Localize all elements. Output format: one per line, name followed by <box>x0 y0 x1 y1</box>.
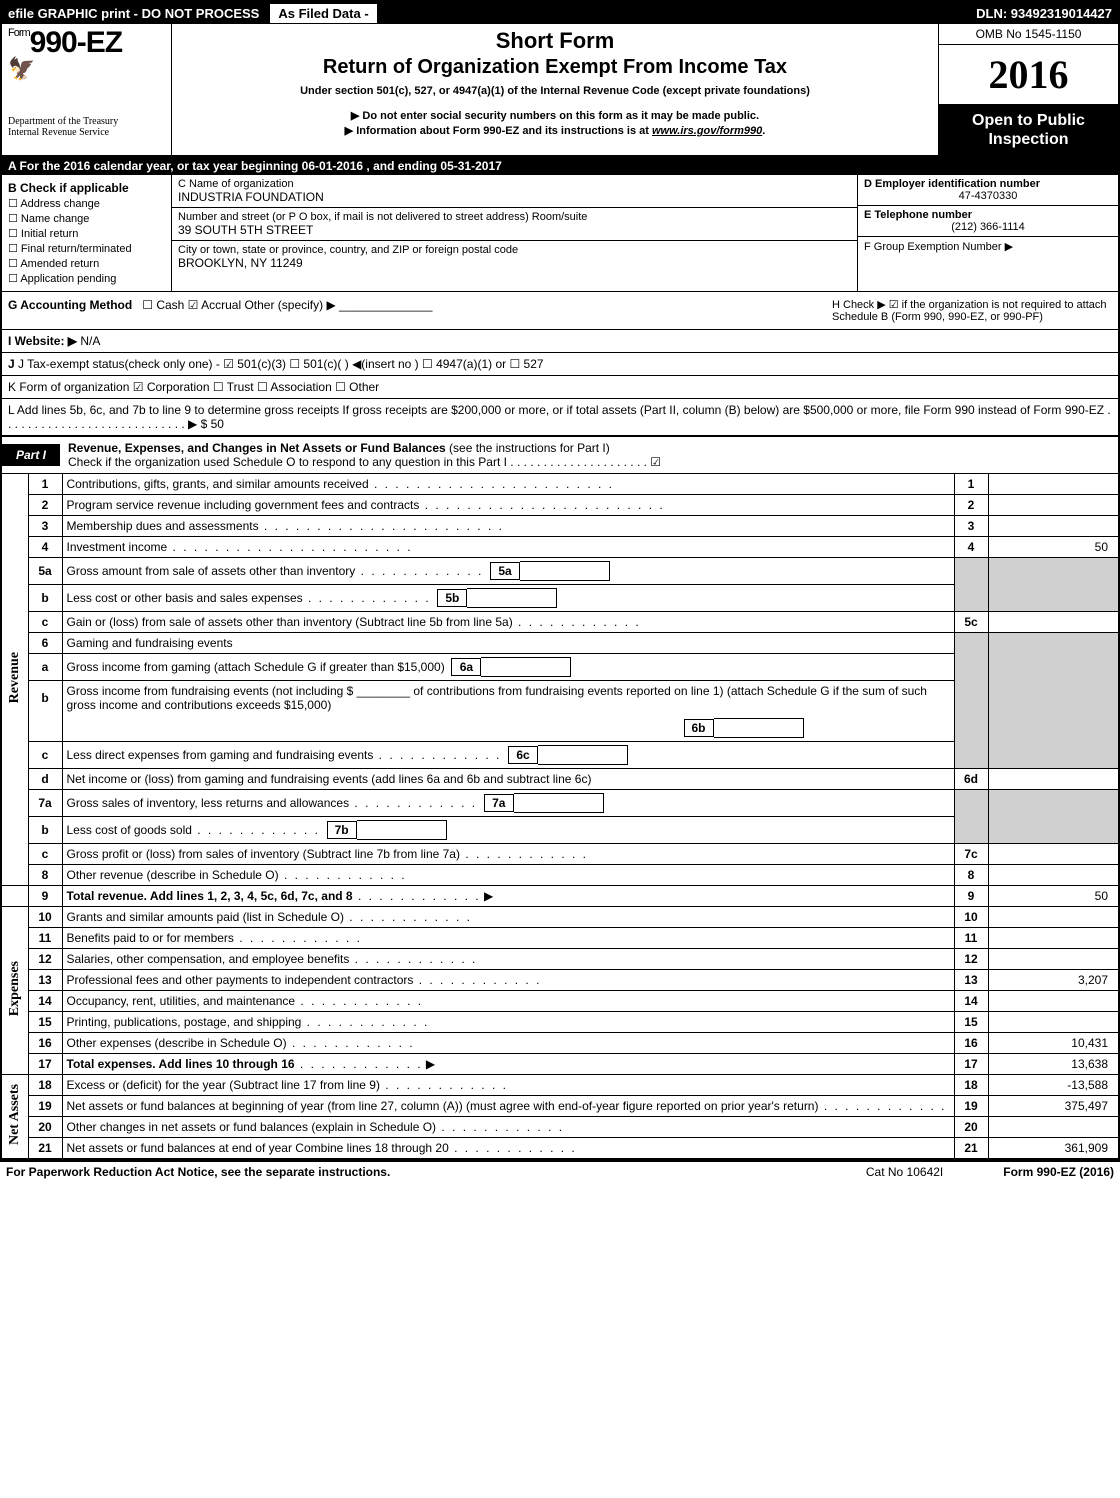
c-name: C Name of organization INDUSTRIA FOUNDAT… <box>172 175 857 208</box>
form-990ez: efile GRAPHIC print - DO NOT PROCESS As … <box>0 0 1120 1160</box>
header-right: OMB No 1545-1150 2016 Open to Public Ins… <box>938 24 1118 155</box>
col-def: D Employer identification number 47-4370… <box>858 175 1118 291</box>
warning-1: ▶ Do not enter social security numbers o… <box>180 109 930 122</box>
omb-number: OMB No 1545-1150 <box>939 24 1118 45</box>
short-form-title: Short Form <box>180 28 930 54</box>
ln1-num: 1 <box>28 474 62 495</box>
main-title: Return of Organization Exempt From Incom… <box>180 56 930 79</box>
part1-header: Part I Revenue, Expenses, and Changes in… <box>2 437 1118 474</box>
row-g-h: G Accounting Method ☐ Cash ☑ Accrual Oth… <box>2 292 1118 330</box>
row-j-tax-exempt: J J Tax-exempt status(check only one) - … <box>2 353 1118 376</box>
part1-title: Revenue, Expenses, and Changes in Net As… <box>60 437 1118 473</box>
b-header: B Check if applicable <box>8 181 165 195</box>
h-check: H Check ▶ ☑ if the organization is not r… <box>832 298 1112 323</box>
row-a-tax-year: A For the 2016 calendar year, or tax yea… <box>2 157 1118 175</box>
dept-treasury: Department of the Treasury <box>8 116 165 127</box>
footer-left: For Paperwork Reduction Act Notice, see … <box>6 1165 390 1179</box>
e-phone: E Telephone number (212) 366-1114 <box>858 206 1118 237</box>
c-street: Number and street (or P O box, if mail i… <box>172 208 857 241</box>
ln1-desc: Contributions, gifts, grants, and simila… <box>62 474 954 495</box>
chk-initial-return[interactable]: Initial return <box>8 227 165 240</box>
part1-table: Revenue 1 Contributions, gifts, grants, … <box>2 474 1118 1158</box>
warning-2: ▶ Information about Form 990-EZ and its … <box>180 124 930 137</box>
ln1-ln: 1 <box>954 474 988 495</box>
chk-final-return[interactable]: Final return/terminated <box>8 242 165 255</box>
chk-address-change[interactable]: Address change <box>8 197 165 210</box>
as-filed-label: As Filed Data - <box>269 3 377 24</box>
row-l-gross-receipts: L Add lines 5b, 6c, and 7b to line 9 to … <box>2 399 1118 437</box>
dln-label: DLN: 93492319014427 <box>976 6 1118 21</box>
side-expenses: Expenses <box>2 907 28 1075</box>
footer-form: Form 990-EZ (2016) <box>1003 1165 1114 1179</box>
d-ein: D Employer identification number 47-4370… <box>858 175 1118 206</box>
header-left: Form990-EZ 🦅 Department of the Treasury … <box>2 24 172 155</box>
chk-name-change[interactable]: Name change <box>8 212 165 225</box>
row-k-org-form: K Form of organization ☑ Corporation ☐ T… <box>2 376 1118 399</box>
chk-application-pending[interactable]: Application pending <box>8 272 165 285</box>
form-number: Form990-EZ <box>8 28 165 58</box>
irs-seal-icon: 🦅 <box>8 58 165 80</box>
c-city: City or town, state or province, country… <box>172 241 857 273</box>
header-mid: Short Form Return of Organization Exempt… <box>172 24 938 155</box>
open-inspection: Open to Public Inspection <box>939 105 1118 155</box>
col-c: C Name of organization INDUSTRIA FOUNDAT… <box>172 175 858 291</box>
footer-cat: Cat No 10642I <box>866 1165 943 1179</box>
irs-link[interactable]: www.irs.gov/form990 <box>652 125 762 137</box>
efile-label: efile GRAPHIC print - DO NOT PROCESS <box>2 6 265 21</box>
dept-irs: Internal Revenue Service <box>8 127 165 138</box>
subtitle: Under section 501(c), 527, or 4947(a)(1)… <box>180 85 930 97</box>
header: Form990-EZ 🦅 Department of the Treasury … <box>2 24 1118 157</box>
col-b: B Check if applicable Address change Nam… <box>2 175 172 291</box>
part1-tab: Part I <box>2 444 60 466</box>
top-bar: efile GRAPHIC print - DO NOT PROCESS As … <box>2 2 1118 24</box>
f-group: F Group Exemption Number ▶ <box>858 237 1118 291</box>
chk-amended-return[interactable]: Amended return <box>8 257 165 270</box>
row-i-website: I Website: ▶ N/A <box>2 330 1118 353</box>
side-netassets: Net Assets <box>2 1075 28 1159</box>
section-b-to-f: B Check if applicable Address change Nam… <box>2 175 1118 292</box>
footer: For Paperwork Reduction Act Notice, see … <box>0 1160 1120 1182</box>
ln1-amt <box>988 474 1118 495</box>
side-revenue: Revenue <box>2 474 28 886</box>
tax-year: 2016 <box>939 45 1118 105</box>
g-accounting: G Accounting Method ☐ Cash ☑ Accrual Oth… <box>8 298 432 323</box>
